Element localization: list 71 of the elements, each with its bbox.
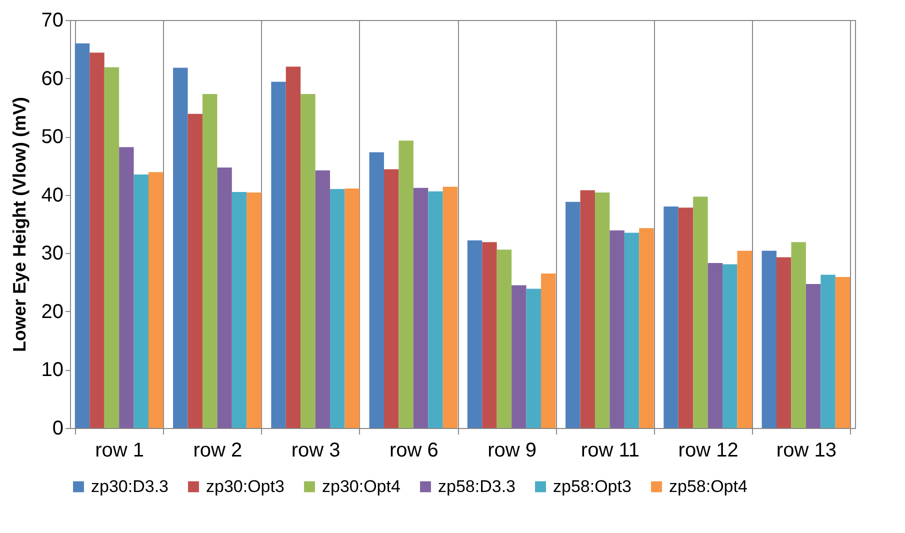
y-tick-label: 20 [41, 300, 64, 323]
bar [693, 196, 708, 428]
bar [664, 206, 678, 428]
bar [232, 192, 247, 428]
bar [369, 152, 384, 428]
x-tick-label: row 11 [580, 440, 640, 462]
bar [271, 82, 286, 428]
y-tick-label: 0 [52, 418, 64, 440]
legend-label: zp58:Opt4 [669, 476, 748, 496]
bar [708, 263, 723, 428]
bar [566, 202, 580, 428]
bar [482, 242, 497, 428]
y-tick-label: 30 [41, 242, 64, 265]
x-tick-label: row 2 [193, 440, 242, 462]
legend-label: zp58:D3.3 [438, 476, 516, 496]
y-tick-label: 70 [41, 10, 64, 32]
y-tick-label: 60 [41, 68, 64, 90]
bar [580, 190, 595, 428]
x-tick-label: row 13 [776, 440, 836, 462]
bar [134, 174, 148, 428]
x-tick-label: row 6 [389, 440, 438, 462]
y-tick-label: 40 [41, 184, 64, 206]
bar [428, 191, 443, 428]
legend-label: zp30:D3.3 [91, 476, 168, 496]
legend-label: zp30:Opt3 [206, 476, 284, 496]
bar [300, 94, 316, 428]
bar [624, 232, 640, 428]
bar [594, 192, 610, 428]
bar [820, 274, 836, 428]
bar [722, 264, 738, 428]
bar [202, 94, 218, 428]
bar [188, 114, 202, 428]
bar [737, 250, 752, 428]
bar [496, 250, 512, 428]
bar [762, 250, 776, 428]
bar [119, 147, 134, 428]
y-tick-label: 10 [41, 359, 64, 382]
bar [467, 240, 482, 428]
bar [678, 208, 694, 428]
bar [315, 170, 330, 428]
x-tick-label: row 1 [95, 440, 144, 462]
bar [442, 186, 458, 428]
bar [330, 189, 345, 428]
bar [806, 284, 821, 428]
bar [541, 274, 556, 428]
bar [512, 285, 526, 428]
bar [835, 277, 850, 428]
x-tick-label: row 12 [678, 440, 738, 462]
bar [217, 167, 232, 428]
bar [104, 67, 120, 428]
bar [90, 52, 104, 428]
x-tick-label: row 3 [291, 440, 340, 462]
bar [246, 192, 262, 428]
bar [384, 169, 399, 428]
legend-label: zp30:Opt4 [322, 476, 400, 496]
bar [776, 257, 792, 428]
bar [74, 43, 90, 428]
bar [791, 242, 806, 428]
y-tick-label: 50 [41, 126, 64, 148]
bar [398, 140, 414, 428]
x-tick-label: row 9 [488, 440, 537, 462]
y-axis-title: Lower Eye Height (Vlow) (mV) [9, 96, 30, 352]
bar [526, 288, 541, 428]
bar [286, 66, 301, 428]
bar [148, 172, 164, 428]
bar [610, 230, 624, 428]
bar [639, 228, 654, 428]
bar [413, 188, 428, 428]
legend-label: zp58:Opt3 [553, 476, 632, 496]
bar [173, 68, 188, 428]
bar [344, 188, 360, 428]
